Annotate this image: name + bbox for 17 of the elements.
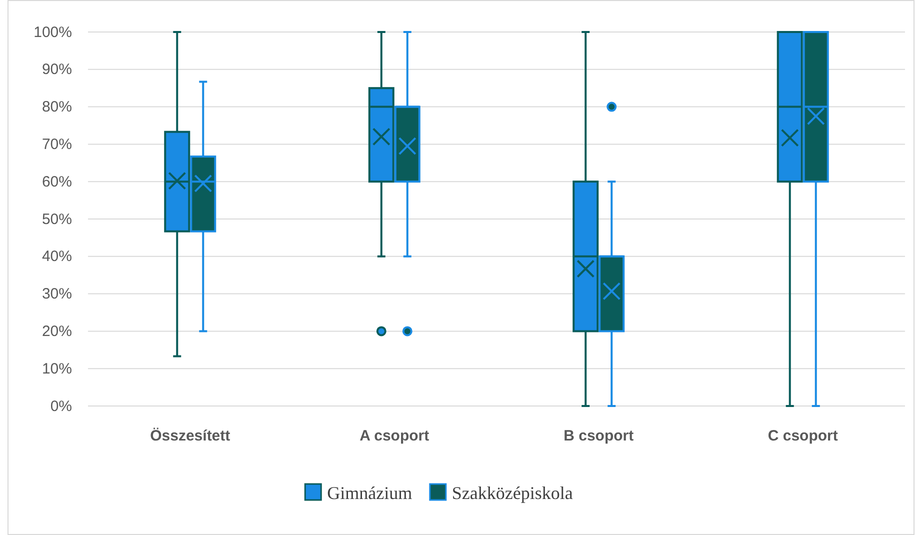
x-tick-label: B csoport [564, 428, 634, 445]
legend-label: Gimnázium [327, 483, 412, 503]
y-tick-label: 60% [42, 173, 72, 190]
y-tick-label: 80% [42, 98, 72, 116]
y-tick-label: 40% [42, 248, 72, 266]
y-tick-label: 70% [42, 136, 72, 153]
y-tick-label: 20% [42, 323, 72, 340]
y-tick-label: 10% [42, 360, 72, 378]
x-tick-label: Összesített [150, 428, 230, 445]
x-tick-label: A csoport [360, 428, 430, 445]
y-tick-label: 50% [42, 210, 72, 228]
y-tick-label: 0% [50, 398, 72, 415]
y-tick-label: 100% [34, 24, 72, 41]
y-tick-label: 90% [42, 61, 72, 78]
x-tick-label: C csoport [768, 428, 838, 445]
y-tick-label: 30% [42, 286, 72, 303]
legend-label: Szakközépiskola [452, 483, 573, 503]
